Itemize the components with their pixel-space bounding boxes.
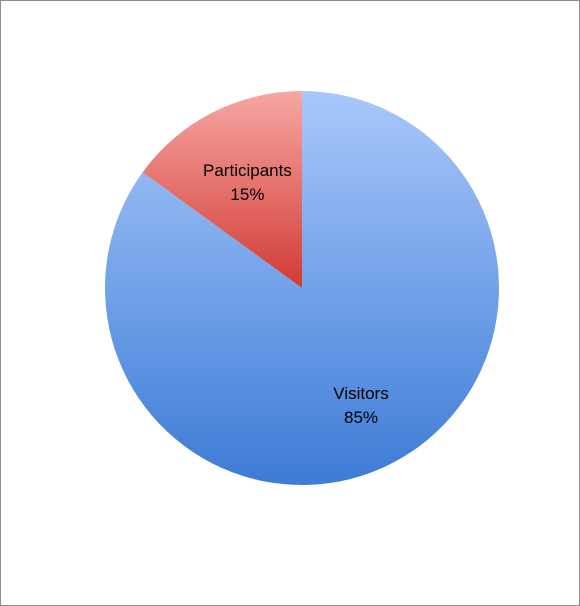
label-participants: Participants 15% xyxy=(203,161,292,204)
label-visitors: Visitors 85% xyxy=(333,384,388,427)
label-visitors-category: Visitors xyxy=(333,384,388,403)
pie-labels: Visitors 85% Participants 15% xyxy=(203,161,389,427)
pie-slices xyxy=(104,91,499,486)
label-participants-category: Participants xyxy=(203,161,292,180)
label-participants-percent: 15% xyxy=(230,185,264,204)
slice-visitors xyxy=(104,91,499,486)
label-visitors-percent: 85% xyxy=(344,408,378,427)
slice-participants xyxy=(142,91,302,288)
